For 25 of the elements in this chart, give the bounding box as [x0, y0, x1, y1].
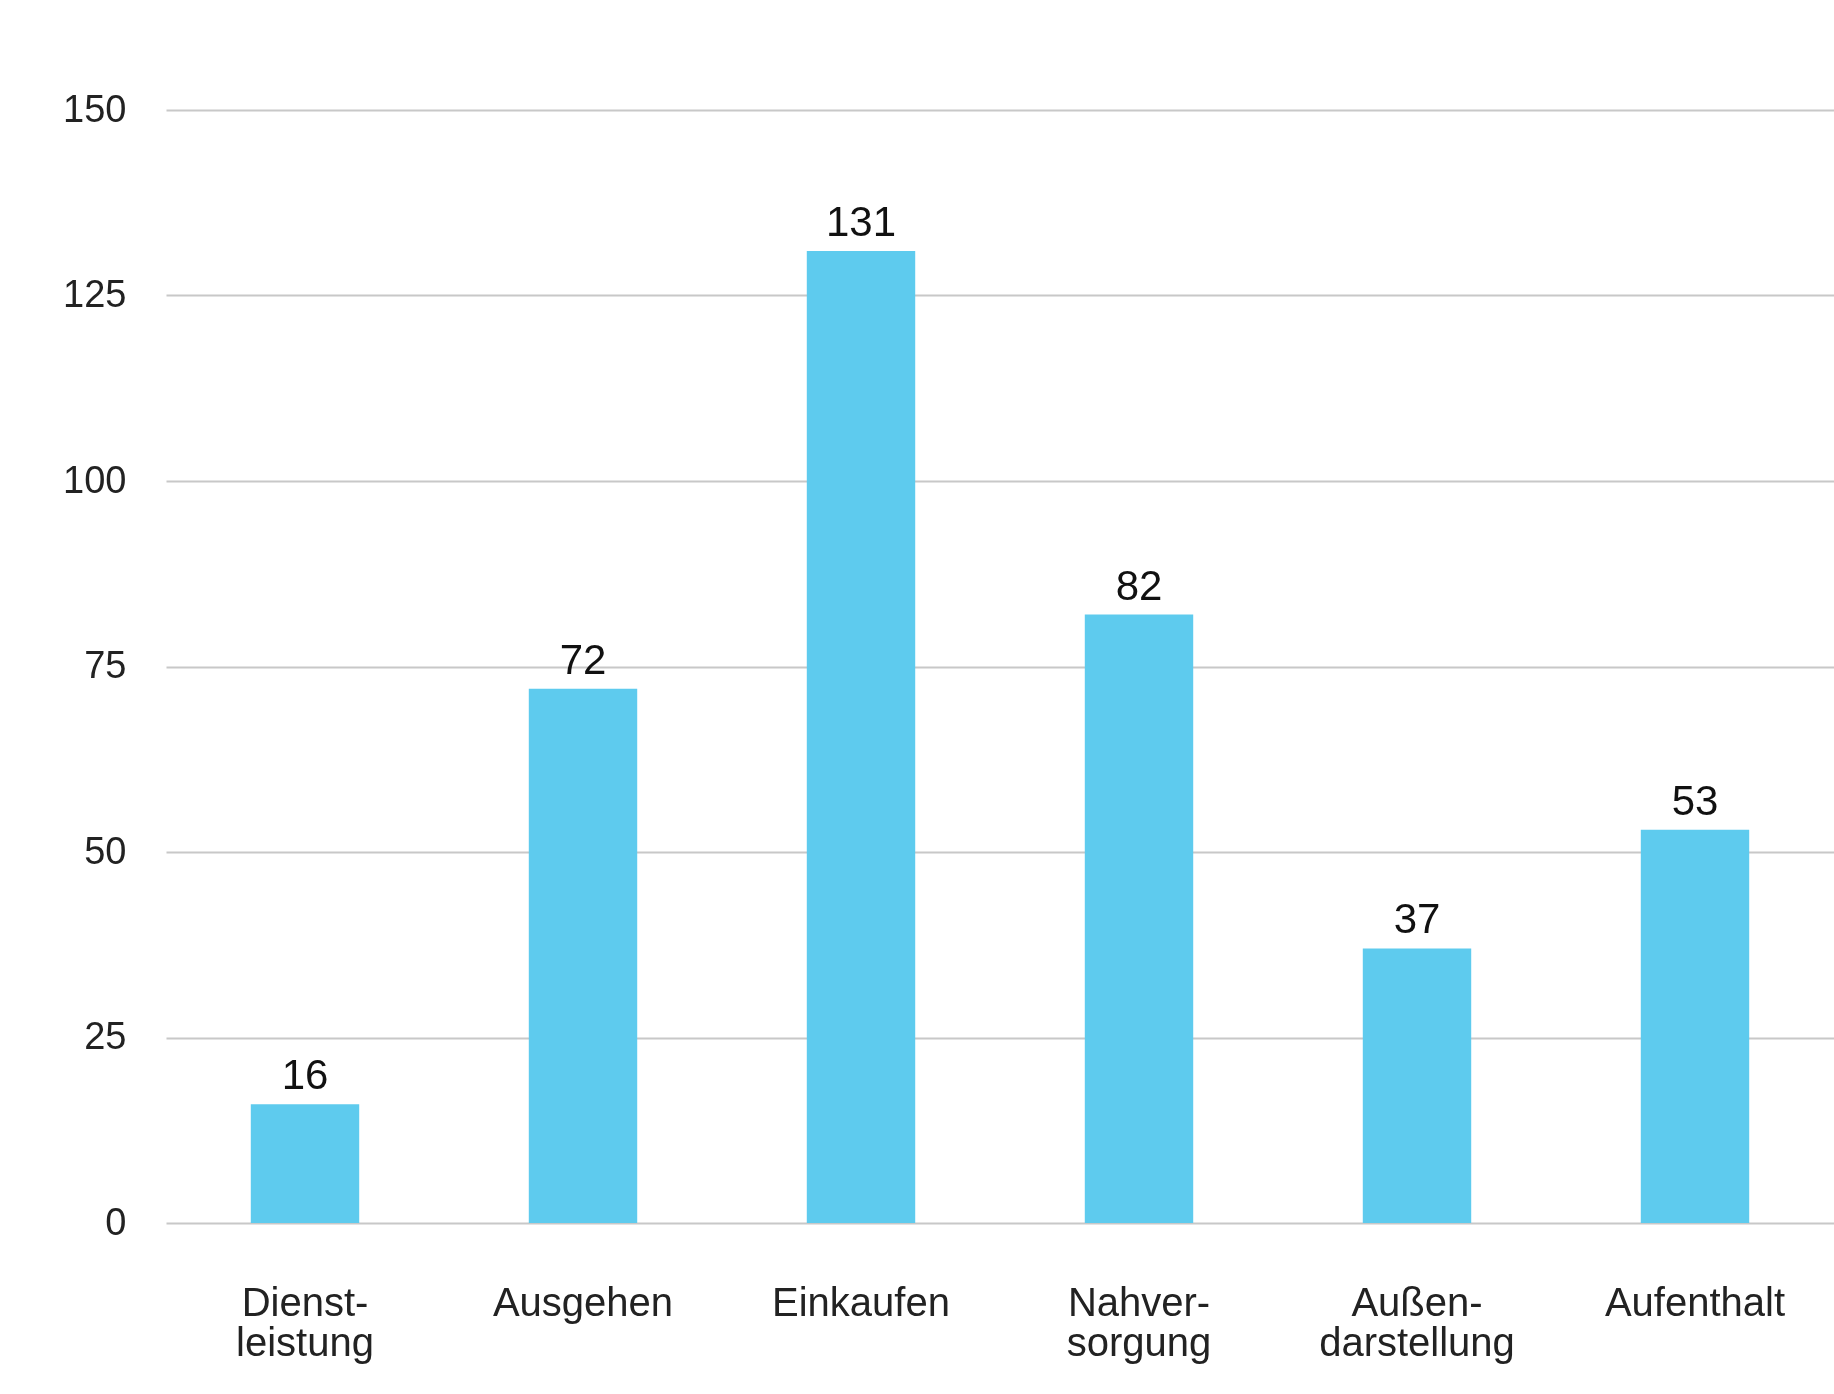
y-tick-label: 150: [63, 87, 127, 130]
bar: [1084, 614, 1194, 1223]
bar: [1362, 948, 1472, 1223]
y-tick-label: 50: [84, 829, 127, 872]
x-tick-label: Außen- darstellung: [1319, 1279, 1515, 1364]
bar: [806, 250, 916, 1223]
y-tick-label: 100: [63, 458, 127, 501]
data-label: 53: [1671, 776, 1719, 824]
data-label: 37: [1393, 895, 1441, 943]
x-tick-label: Dienst- leistung: [236, 1279, 374, 1364]
y-tick-label: 25: [84, 1015, 127, 1057]
x-tick-label: Einkaufen: [772, 1279, 950, 1324]
data-label: 72: [559, 635, 607, 683]
bar: [1640, 829, 1750, 1223]
x-tick-label: Nahver- sorgung: [1066, 1279, 1212, 1364]
data-label: 82: [1115, 561, 1163, 609]
data-label: 131: [825, 197, 897, 245]
y-tick-label: 0: [105, 1200, 127, 1243]
y-tick-label: 125: [63, 273, 127, 315]
bar: [250, 1104, 360, 1223]
data-label: 16: [281, 1051, 329, 1099]
y-tick-label: 75: [84, 644, 127, 686]
bar: [528, 688, 638, 1223]
x-tick-label: Ausgehen: [492, 1279, 674, 1324]
x-tick-label: Aufenthalt: [1604, 1279, 1786, 1324]
